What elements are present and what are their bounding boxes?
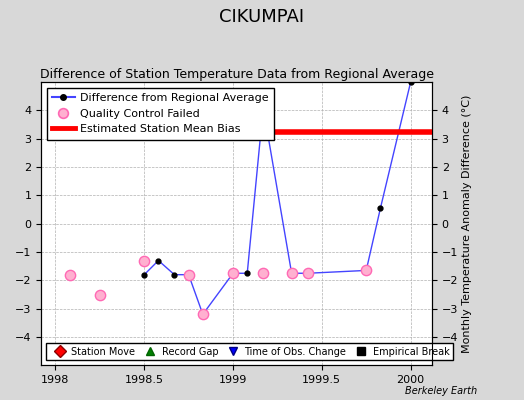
Legend: Station Move, Record Gap, Time of Obs. Change, Empirical Break: Station Move, Record Gap, Time of Obs. C… bbox=[46, 343, 453, 360]
Title: Difference of Station Temperature Data from Regional Average: Difference of Station Temperature Data f… bbox=[40, 68, 433, 81]
Text: Berkeley Earth: Berkeley Earth bbox=[405, 386, 477, 396]
Point bbox=[362, 267, 370, 274]
Text: CIKUMPAI: CIKUMPAI bbox=[220, 8, 304, 26]
Point bbox=[96, 291, 104, 298]
Point bbox=[259, 270, 267, 276]
Point bbox=[303, 270, 312, 276]
Point bbox=[199, 311, 207, 318]
Point bbox=[140, 257, 148, 264]
Point bbox=[66, 272, 74, 278]
Point bbox=[184, 272, 193, 278]
Point bbox=[288, 270, 296, 276]
Y-axis label: Monthly Temperature Anomaly Difference (°C): Monthly Temperature Anomaly Difference (… bbox=[462, 94, 472, 353]
Point bbox=[229, 270, 237, 276]
